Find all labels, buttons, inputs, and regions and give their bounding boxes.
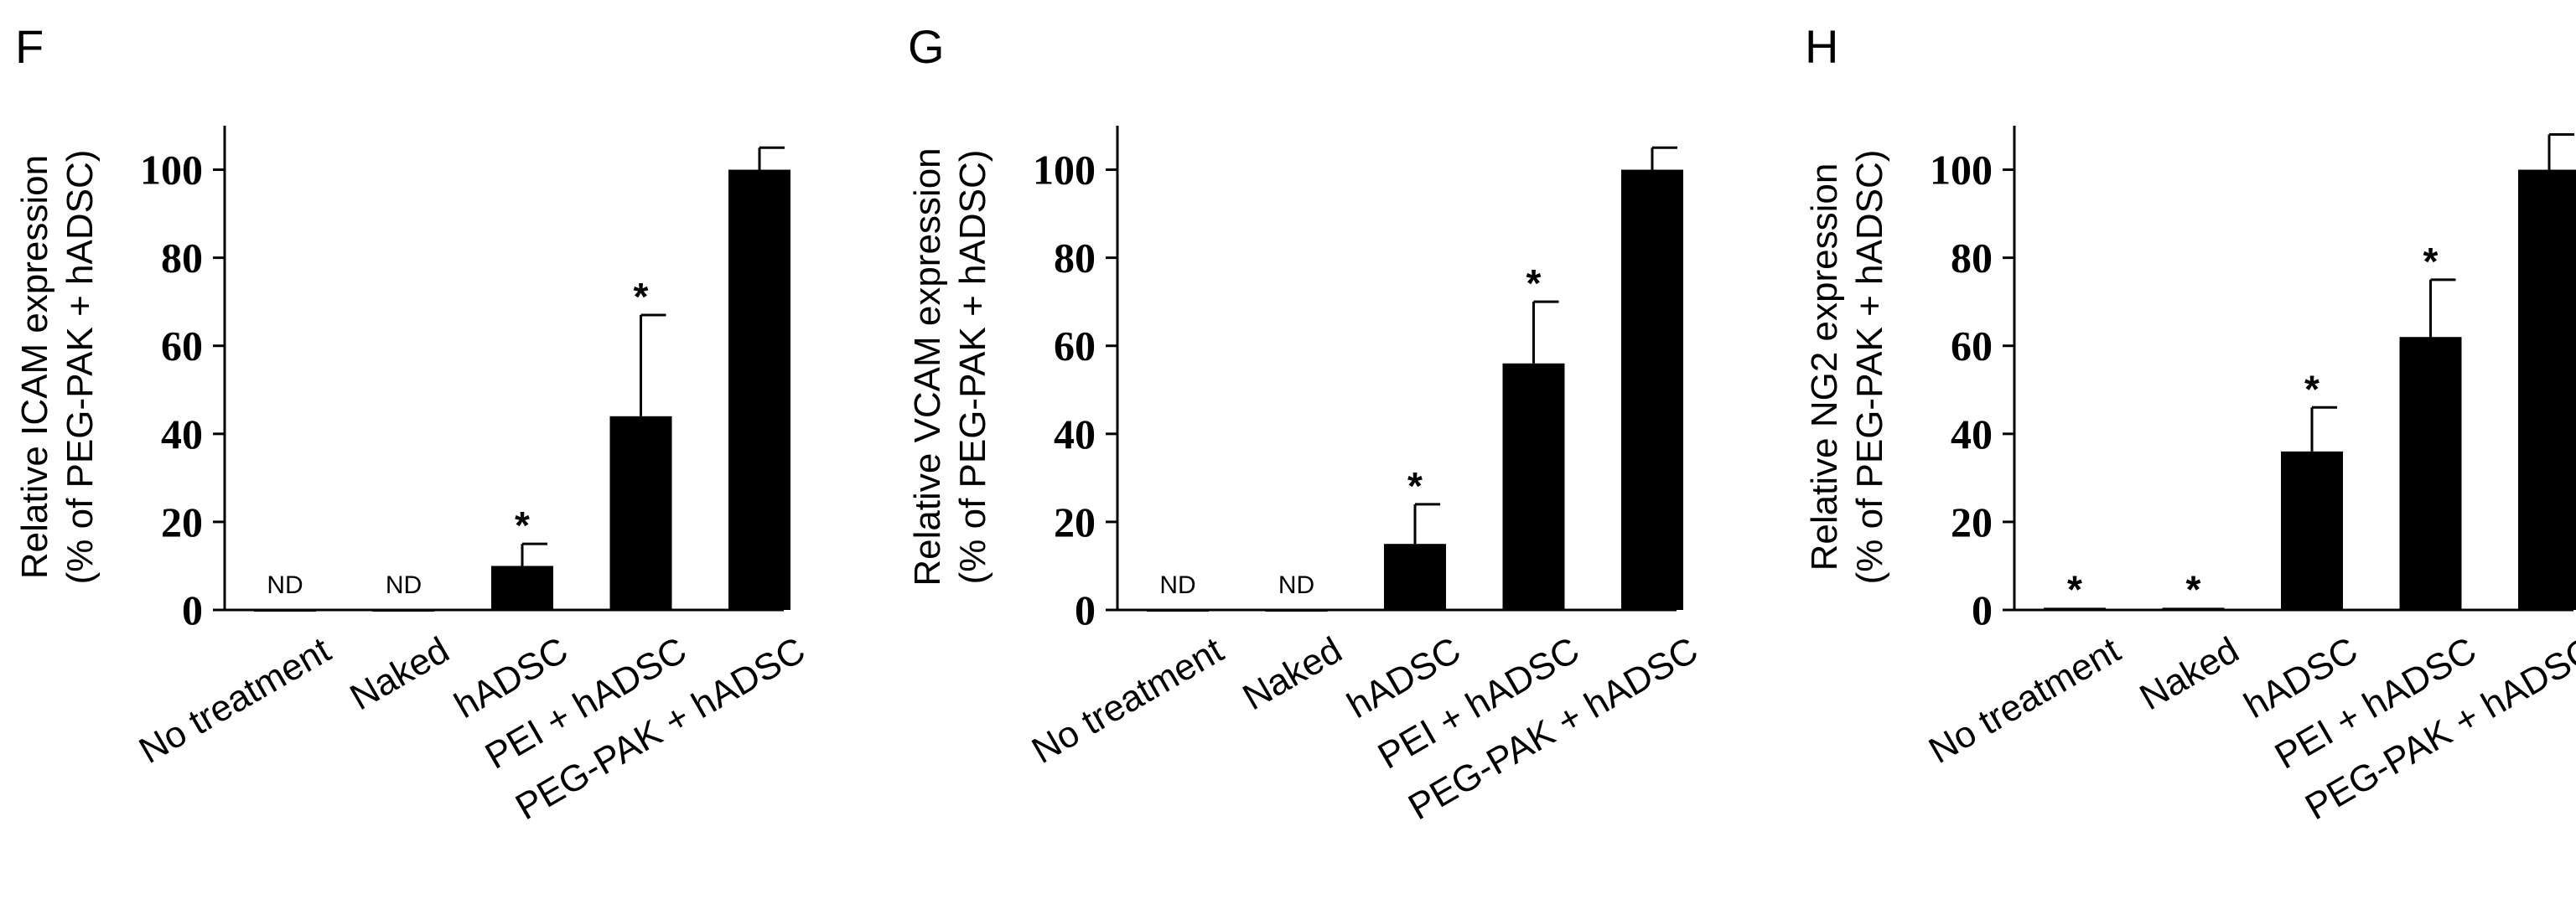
- y-tick-label: 0: [1075, 586, 1096, 633]
- significance-marker: *: [634, 275, 649, 318]
- x-category-label: No treatment: [1922, 629, 2128, 772]
- y-tick-label: 80: [1054, 235, 1096, 282]
- chart-panel-g: G Relative VCAM expression (% of PEG-PAK +…: [907, 20, 1705, 828]
- y-axis-title: Relative VCAM expression: [907, 147, 948, 586]
- y-tick-label: 100: [1033, 147, 1096, 194]
- bar: [1384, 544, 1446, 610]
- bar: [1147, 610, 1209, 612]
- y-axis-title: Relative NG2 expression: [1804, 163, 1845, 571]
- y-tick-label: 20: [1054, 499, 1096, 545]
- y-tick-label: 60: [1054, 323, 1096, 369]
- bar: [728, 169, 790, 610]
- y-tick-label: 80: [1951, 235, 1993, 282]
- bar: [2518, 169, 2576, 610]
- y-axis-title: Relative ICAM expression: [14, 155, 55, 579]
- bar: [1265, 610, 1328, 612]
- y-axis-title: (% of PEG-PAK + hADSC): [60, 150, 101, 585]
- x-category-label: Naked: [343, 629, 456, 718]
- significance-marker: *: [2186, 567, 2201, 611]
- x-category-label: Naked: [1236, 629, 1349, 718]
- panel-letter: G: [908, 20, 945, 73]
- y-tick-label: 20: [161, 499, 203, 545]
- y-tick-label: 80: [161, 235, 203, 282]
- bar: [2399, 337, 2462, 610]
- bar: [609, 416, 672, 610]
- y-tick-label: 40: [1054, 411, 1096, 457]
- y-tick-label: 40: [1951, 411, 1993, 457]
- bar: [2281, 451, 2343, 610]
- significance-marker: *: [2304, 367, 2319, 411]
- significance-marker: *: [2423, 240, 2439, 283]
- bar: [372, 610, 435, 612]
- bar: [491, 566, 553, 610]
- panel-letter: F: [15, 20, 44, 73]
- x-category-label: No treatment: [1025, 629, 1231, 772]
- y-tick-label: 60: [161, 323, 203, 369]
- y-tick-label: 20: [1951, 499, 1993, 545]
- x-category-label: Naked: [2133, 629, 2246, 718]
- bar: [254, 610, 316, 612]
- not-detected-label: ND: [1159, 571, 1195, 599]
- x-category-label: No treatment: [132, 629, 338, 772]
- y-tick-label: 0: [1972, 586, 1993, 633]
- y-tick-label: 0: [182, 586, 203, 633]
- significance-marker: *: [1526, 261, 1542, 305]
- bar: [2044, 607, 2106, 610]
- chart-panel-f: F Relative ICAM expression (% of PEG-PAK +…: [14, 20, 812, 828]
- not-detected-label: ND: [1278, 571, 1314, 599]
- chart-panel-h: H Relative NG2 expression (% of PEG-PAK + …: [1804, 20, 2576, 828]
- y-tick-label: 40: [161, 411, 203, 457]
- bar: [1502, 363, 1565, 610]
- bar: [2162, 607, 2225, 610]
- not-detected-label: ND: [386, 571, 422, 599]
- not-detected-label: ND: [267, 571, 303, 599]
- y-axis-title: (% of PEG-PAK + hADSC): [1849, 150, 1890, 585]
- bar: [1621, 169, 1683, 610]
- significance-marker: *: [515, 504, 530, 547]
- significance-marker: *: [2067, 567, 2082, 611]
- significance-marker: *: [1407, 464, 1423, 508]
- y-axis-title: (% of PEG-PAK + hADSC): [952, 150, 993, 585]
- y-tick-label: 100: [140, 147, 203, 194]
- y-tick-label: 60: [1951, 323, 1993, 369]
- panel-letter: H: [1805, 20, 1838, 73]
- y-tick-label: 100: [1930, 147, 1993, 194]
